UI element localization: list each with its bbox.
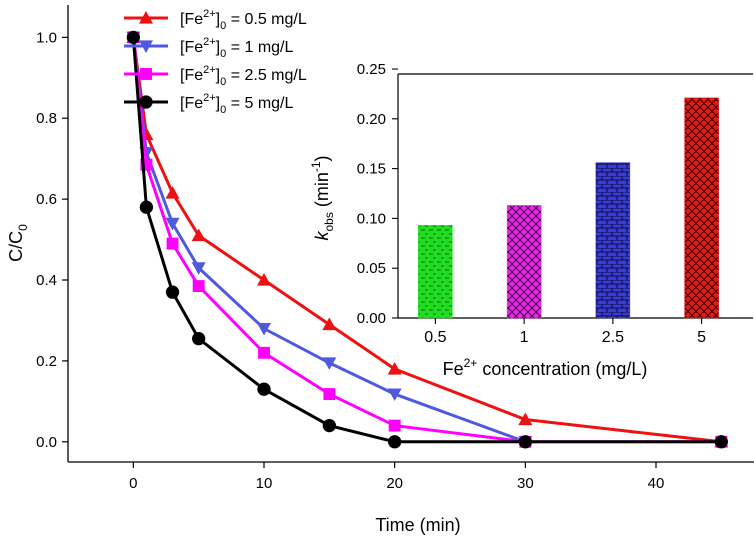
data-point <box>258 346 270 359</box>
inset-x-axis-label: Fe2+ concentration (mg/L) <box>443 356 648 379</box>
inset-y-axis-label: kobs (min-1) <box>309 155 336 240</box>
main-x-tick-label: 10 <box>256 475 273 492</box>
inset-y-tick-label: 0.00 <box>357 310 386 327</box>
inset-y-tick-label: 0.10 <box>357 210 386 227</box>
legend-item: [Fe2+]0 = 1 mg/L <box>124 36 294 60</box>
data-point <box>192 332 206 346</box>
legend-item: [Fe2+]0 = 5 mg/L <box>124 92 294 116</box>
main-y-tick-label: 1.0 <box>36 29 57 46</box>
main-y-axis-label: C/C0 <box>6 224 30 262</box>
legend-label: [Fe2+]0 = 2.5 mg/L <box>180 64 307 88</box>
data-point <box>388 435 402 449</box>
main-y-tick-label: 0.0 <box>36 434 57 451</box>
data-point <box>139 200 154 214</box>
inset-bar <box>418 225 453 319</box>
data-point <box>518 435 532 449</box>
inset-y-tick-label: 0.15 <box>357 161 386 178</box>
data-point <box>323 388 336 401</box>
main-legend: [Fe2+]0 = 0.5 mg/L [Fe2+]0 = 1 mg/L [Fe2+]… <box>124 8 307 116</box>
main-y-tick-label: 0.8 <box>36 110 57 127</box>
main-y-tick-label: 0.6 <box>36 191 57 208</box>
data-point <box>166 237 179 250</box>
data-point <box>165 186 180 199</box>
data-point <box>257 273 271 286</box>
data-point <box>387 361 402 375</box>
data-point <box>139 95 153 109</box>
data-point <box>140 68 152 80</box>
legend-item: [Fe2+]0 = 0.5 mg/L <box>124 8 307 32</box>
main-series-group <box>126 30 729 449</box>
legend-item: [Fe2+]0 = 2.5 mg/L <box>124 64 307 88</box>
data-point <box>518 412 533 426</box>
main-chart: 0 10 20 30 40 0.00.20.40.60.81.0 Time (min) … <box>6 5 754 535</box>
data-point <box>139 40 153 53</box>
inset-y-ticks: 0.00 0.05 0.10 0.15 0.20 0.25 <box>357 61 398 327</box>
data-point <box>257 382 271 396</box>
main-x-axis-label: Time (min) <box>375 515 460 535</box>
data-point <box>322 357 337 370</box>
main-y-ticks: 0.0 0.2 0.4 0.6 0.8 1.0 <box>36 29 68 451</box>
inset-x-tick-label: 0.5 <box>424 329 446 346</box>
data-point <box>388 419 401 432</box>
data-point <box>257 322 271 336</box>
inset-x-tick-label: 5 <box>697 329 706 346</box>
data-point <box>126 30 140 45</box>
data-point <box>322 418 336 433</box>
inset-x-tick-label: 1 <box>520 329 529 346</box>
inset-x-ticks: 0.5 1 2.5 5 <box>424 318 706 346</box>
inset-y-tick-label: 0.20 <box>357 111 386 128</box>
inset-bar <box>595 162 631 319</box>
main-x-tick-label: 0 <box>129 475 137 492</box>
inset-y-tick-label: 0.05 <box>357 260 386 277</box>
series-3 <box>126 30 728 449</box>
main-y-tick-label: 0.4 <box>36 272 57 289</box>
legend-label: [Fe2+]0 = 1 mg/L <box>180 36 294 60</box>
inset-bar <box>684 97 719 319</box>
main-x-ticks: 0 10 20 30 40 <box>129 462 664 492</box>
data-point <box>192 280 205 293</box>
inset-bar <box>506 205 542 319</box>
data-point <box>387 388 402 402</box>
main-y-tick-label: 0.2 <box>36 353 57 370</box>
main-x-tick-label: 20 <box>386 475 403 492</box>
data-point <box>140 158 153 171</box>
data-point <box>139 11 153 24</box>
data-point <box>322 317 337 331</box>
inset-y-tick-label: 0.25 <box>357 61 386 78</box>
main-x-tick-label: 30 <box>517 475 534 492</box>
data-point <box>191 228 206 242</box>
main-x-tick-label: 40 <box>648 475 665 492</box>
legend-label: [Fe2+]0 = 5 mg/L <box>180 92 294 116</box>
legend-label: [Fe2+]0 = 0.5 mg/L <box>180 8 307 32</box>
data-point <box>191 262 206 275</box>
inset-chart: 0.00 0.05 0.10 0.15 0.20 0.25 0.5 1 2.5 5 Fe2+ c… <box>309 61 753 379</box>
data-point <box>165 217 180 231</box>
data-point <box>165 285 180 299</box>
inset-x-tick-label: 2.5 <box>602 329 624 346</box>
data-point <box>714 435 728 449</box>
